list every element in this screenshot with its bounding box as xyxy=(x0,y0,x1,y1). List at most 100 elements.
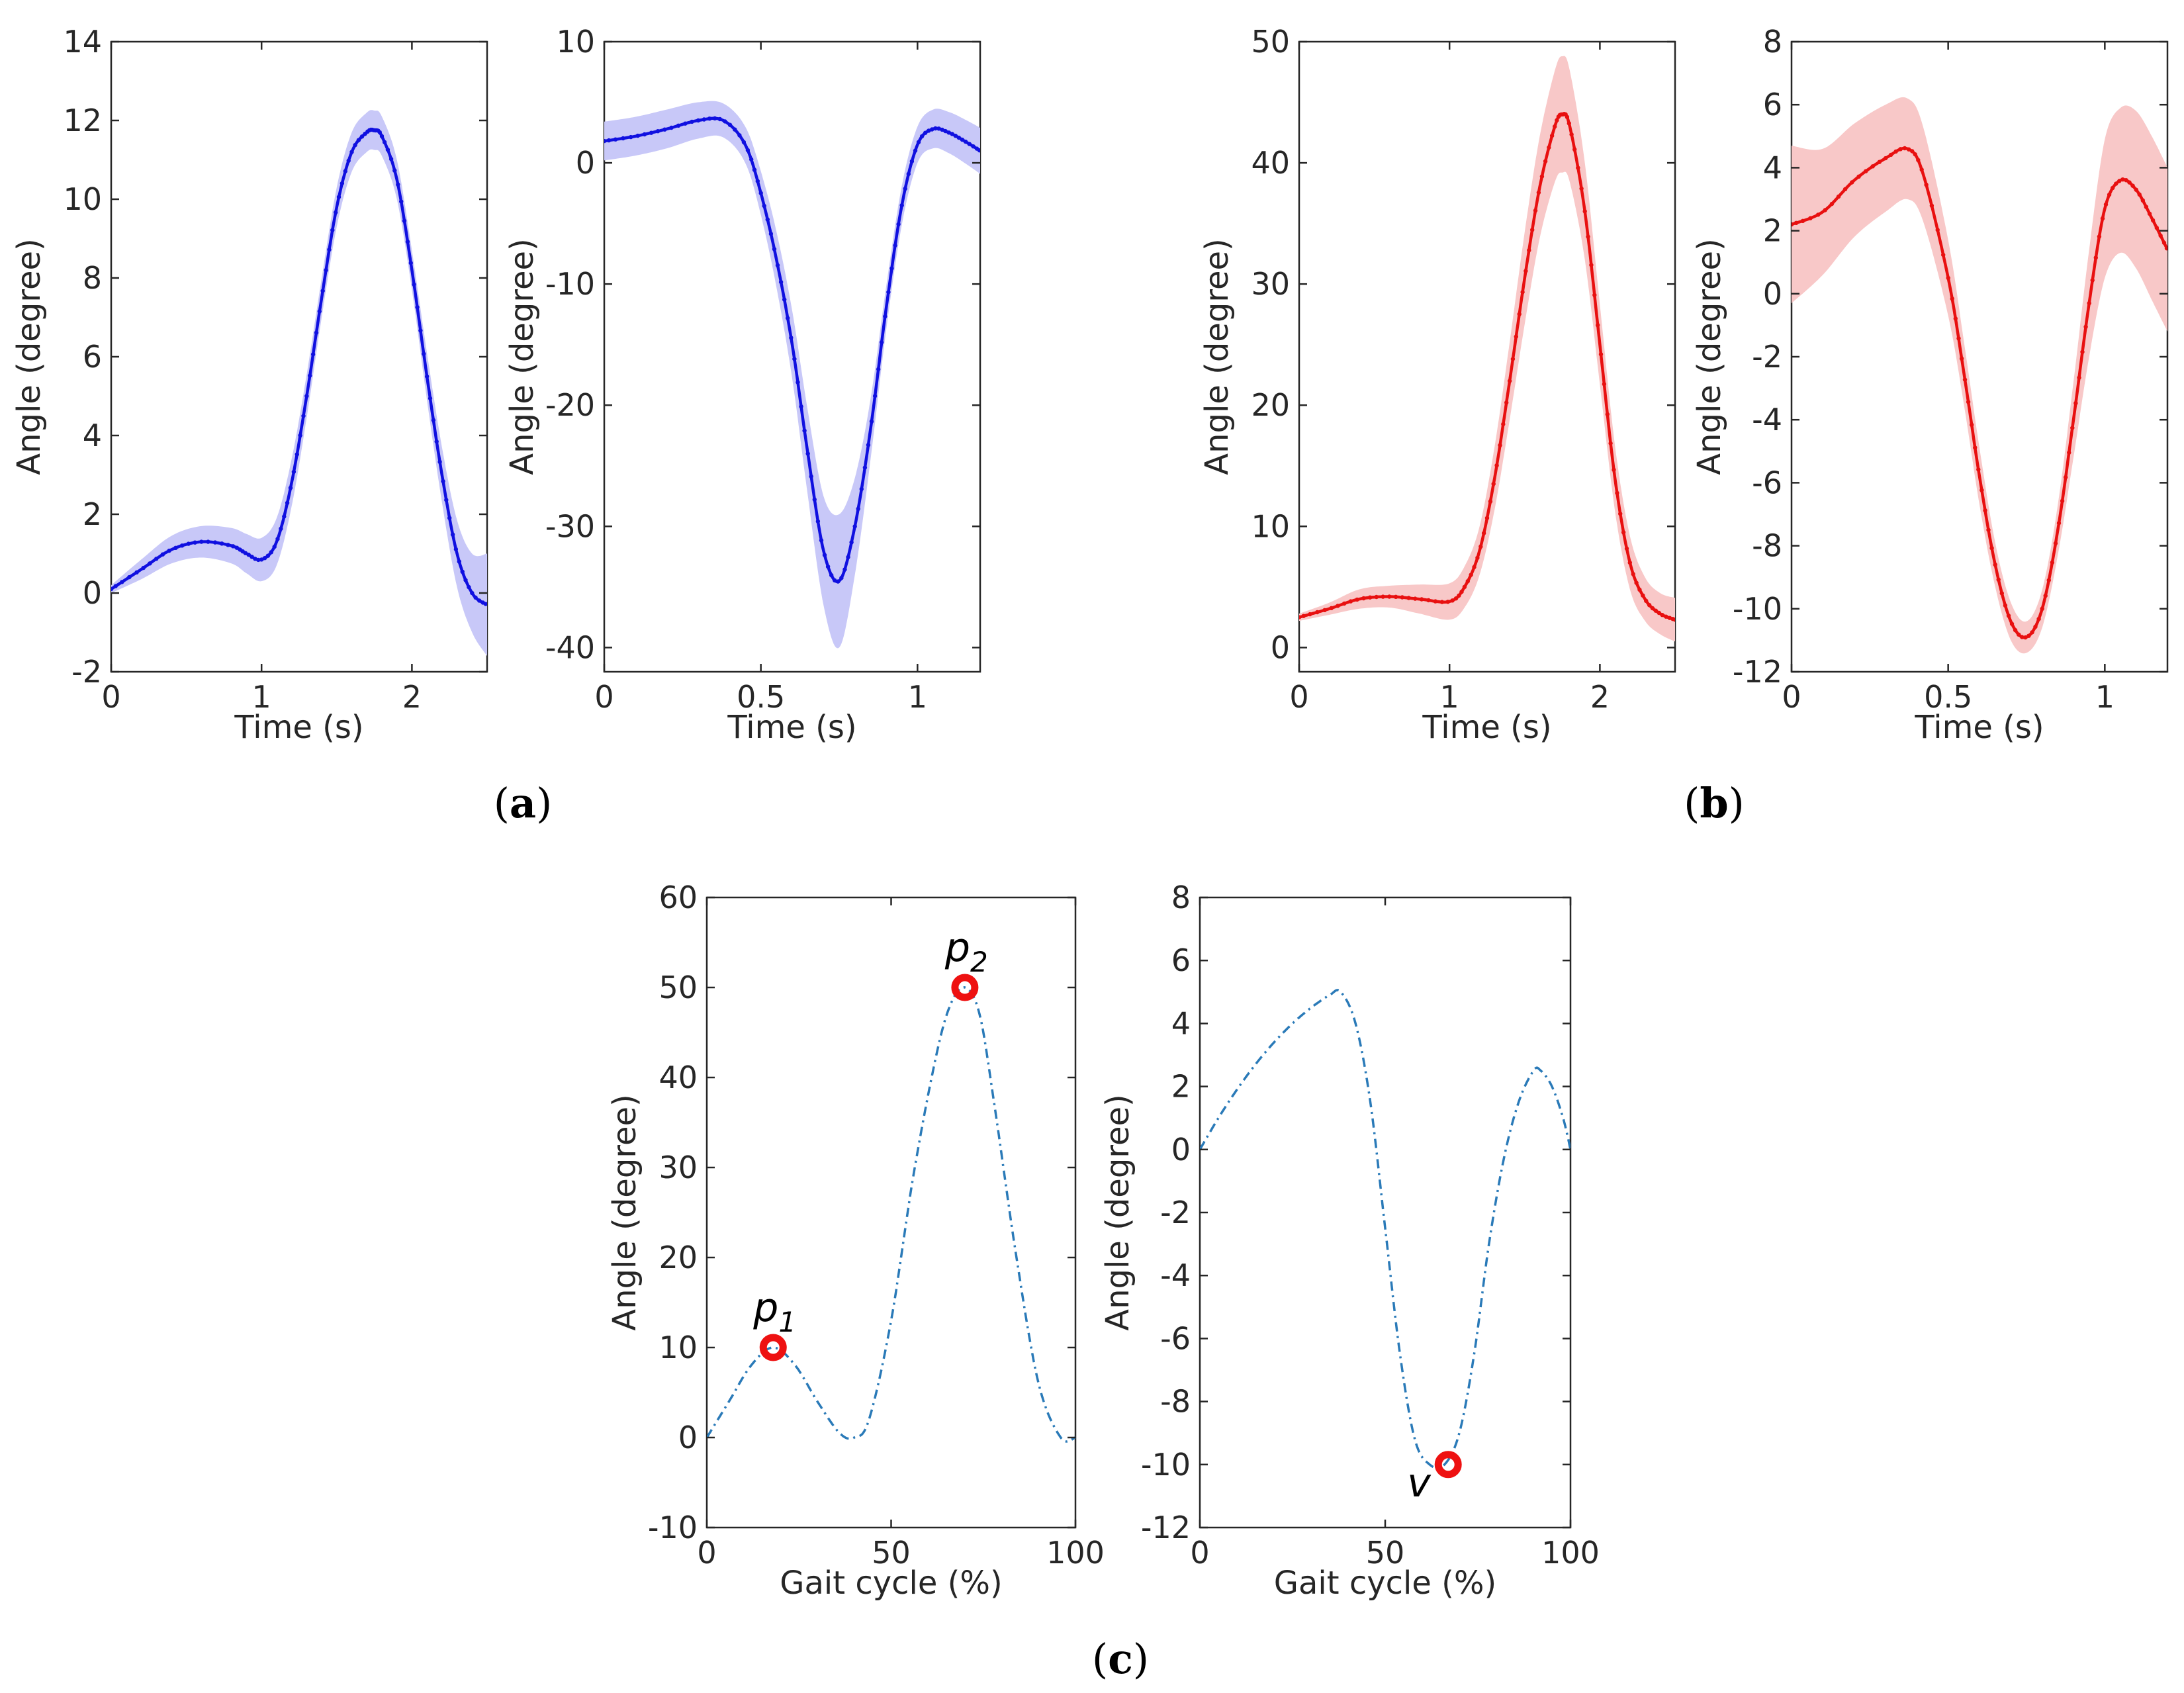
sample-point-b1 xyxy=(1308,612,1312,617)
sample-point-b2 xyxy=(1919,167,1924,172)
sample-point-b2 xyxy=(2017,632,2021,637)
sample-point-b2 xyxy=(2020,635,2025,639)
sample-point-a2 xyxy=(737,133,742,138)
sample-point-a2 xyxy=(971,144,976,149)
data-layer-b1 xyxy=(1299,56,1675,642)
sample-point-a2 xyxy=(796,380,800,385)
x-tick-label: 0 xyxy=(1782,679,1801,715)
data-layer-b2 xyxy=(1792,97,2167,654)
x-tick-label: 50 xyxy=(1366,1535,1405,1571)
sample-point-b2 xyxy=(2161,240,2167,246)
sample-point-a1 xyxy=(463,578,468,582)
sample-point-b1 xyxy=(1539,174,1545,179)
sample-point-b2 xyxy=(1910,149,1915,154)
sample-point-b2 xyxy=(2013,627,2018,633)
sample-point-a1 xyxy=(457,559,461,564)
sample-point-b1 xyxy=(1579,186,1584,191)
sample-point-b1 xyxy=(1612,467,1616,473)
sample-point-a2 xyxy=(819,538,824,543)
sample-point-a1 xyxy=(314,330,319,335)
y-tick-label: -8 xyxy=(1160,1384,1191,1420)
sample-point-b1 xyxy=(1329,606,1334,610)
sample-point-a2 xyxy=(927,128,931,133)
sample-point-b1 xyxy=(1445,600,1450,604)
y-tick-label: 10 xyxy=(63,181,102,217)
sample-point-b2 xyxy=(1916,158,1921,162)
sample-point-b1 xyxy=(1517,312,1522,316)
sample-point-b1 xyxy=(1641,593,1645,598)
sample-point-a1 xyxy=(412,282,416,287)
sample-point-b1 xyxy=(1374,594,1379,600)
y-tick-label: -12 xyxy=(1141,1510,1191,1545)
x-tick-label: 0 xyxy=(1289,679,1308,715)
sample-point-b1 xyxy=(1524,269,1528,273)
sample-point-b2 xyxy=(1986,527,1991,532)
x-tick-label: 2 xyxy=(1590,679,1610,715)
sample-point-a2 xyxy=(690,119,694,124)
sample-point-b2 xyxy=(1843,187,1848,191)
y-tick-label: -8 xyxy=(1752,528,1782,564)
sample-point-b1 xyxy=(1481,531,1486,535)
sample-point-b1 xyxy=(1439,600,1445,604)
sample-point-b2 xyxy=(2137,192,2142,197)
sample-point-b1 xyxy=(1586,234,1590,239)
sample-point-a2 xyxy=(727,122,733,127)
y-tick-label: 60 xyxy=(659,880,698,915)
sample-point-b2 xyxy=(1966,400,1971,404)
data-layer-a2 xyxy=(604,101,980,649)
x-tick-label: 2 xyxy=(402,679,422,715)
sample-point-a2 xyxy=(896,222,901,226)
marker-label-c1-1: p2 xyxy=(944,925,988,978)
sample-point-a1 xyxy=(408,261,413,265)
sample-point-a1 xyxy=(415,305,420,310)
sample-point-a1 xyxy=(385,147,390,152)
sample-point-a2 xyxy=(872,394,878,398)
sample-point-a1 xyxy=(477,598,482,603)
sample-point-b2 xyxy=(2090,278,2095,283)
sample-point-a1 xyxy=(111,586,114,592)
y-tick-label: 30 xyxy=(1251,266,1290,302)
y-tick-label: -2 xyxy=(71,654,102,690)
sample-point-a2 xyxy=(683,121,688,126)
sample-point-b2 xyxy=(2009,621,2015,626)
sample-point-b1 xyxy=(1510,357,1516,361)
sample-point-b2 xyxy=(1929,203,1934,208)
sample-point-a2 xyxy=(696,118,701,123)
sample-point-b1 xyxy=(1342,601,1347,606)
sample-point-a2 xyxy=(762,203,766,208)
sample-point-a2 xyxy=(662,127,667,132)
x-tick-label: 1 xyxy=(252,679,271,715)
sample-point-b1 xyxy=(1501,422,1506,427)
sample-point-a2 xyxy=(758,191,763,195)
y-axis-label: Angle (degree) xyxy=(1691,238,1728,475)
sample-point-b2 xyxy=(1924,183,1929,187)
sample-point-a2 xyxy=(950,132,954,136)
sample-point-a1 xyxy=(317,309,322,314)
y-tick-label: 0 xyxy=(1171,1132,1191,1167)
sample-point-a1 xyxy=(405,240,410,244)
sample-point-a1 xyxy=(346,158,351,163)
sample-point-b2 xyxy=(2097,234,2102,239)
sample-point-a2 xyxy=(846,555,850,559)
sample-point-a2 xyxy=(862,465,868,470)
y-tick-label: 2 xyxy=(1763,213,1782,249)
sample-point-b2 xyxy=(2147,211,2152,216)
y-axis-label: Angle (degree) xyxy=(1199,238,1236,475)
x-tick-label: 0 xyxy=(1190,1535,1209,1571)
sample-point-a1 xyxy=(301,414,306,418)
sample-point-a2 xyxy=(717,116,723,122)
sample-point-b2 xyxy=(2003,603,2008,608)
sample-point-a1 xyxy=(226,543,230,547)
x-axis-label: Time (s) xyxy=(1914,709,2044,746)
sample-point-a1 xyxy=(343,169,347,173)
y-tick-label: 10 xyxy=(659,1330,698,1365)
sample-point-a1 xyxy=(288,486,293,490)
x-tick-label: 0 xyxy=(697,1535,716,1571)
sample-point-a1 xyxy=(418,328,423,333)
sample-point-a2 xyxy=(833,578,837,583)
sample-point-b1 xyxy=(1598,352,1604,357)
sample-point-a1 xyxy=(141,565,146,571)
sample-point-a2 xyxy=(669,125,674,130)
sample-point-a2 xyxy=(815,519,821,524)
